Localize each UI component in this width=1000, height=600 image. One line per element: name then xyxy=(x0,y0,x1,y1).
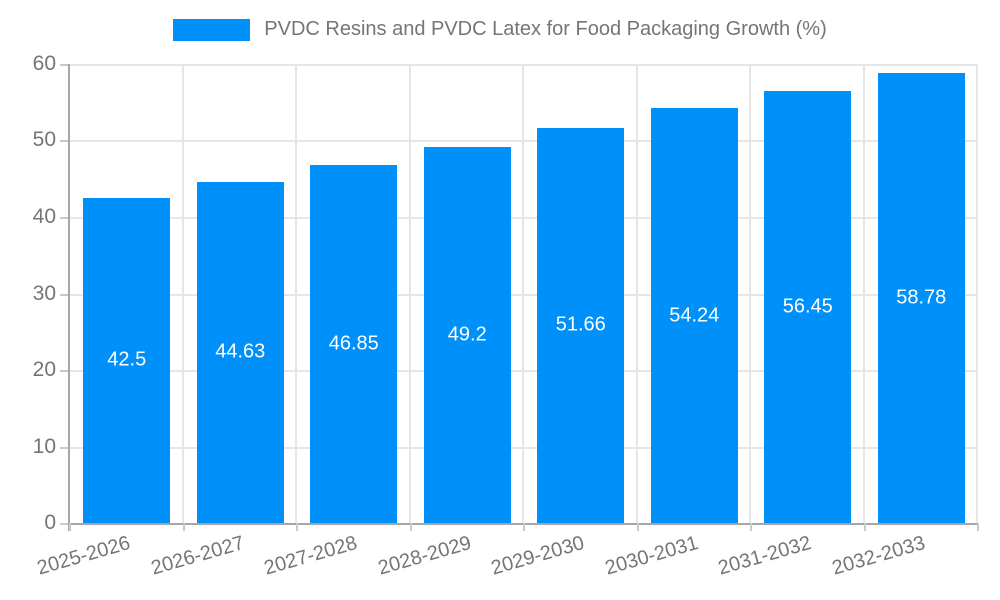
y-tick xyxy=(60,140,68,143)
x-tick-label: 2029-2030 xyxy=(488,532,587,580)
x-tick xyxy=(296,523,298,531)
bar: 42.5 xyxy=(83,197,171,523)
h-gridline xyxy=(70,64,978,66)
x-tick-label: 2032-2033 xyxy=(829,532,928,580)
bar: 54.24 xyxy=(650,108,738,523)
y-tick-label: 20 xyxy=(32,357,56,381)
h-gridline xyxy=(70,446,978,449)
y-tick xyxy=(60,523,68,525)
y-tick xyxy=(60,216,68,219)
bar: 51.66 xyxy=(537,127,625,523)
x-tick xyxy=(977,523,979,531)
x-tick xyxy=(750,523,752,531)
h-gridline xyxy=(70,369,978,372)
y-tick xyxy=(60,446,68,449)
h-gridline xyxy=(70,216,978,219)
x-tick-label: 2030-2031 xyxy=(602,532,701,580)
h-gridline xyxy=(70,140,978,143)
x-tick xyxy=(636,523,639,531)
v-gridline xyxy=(635,64,638,523)
plot-area: 0 10 20 30 40 50 60 42.5 2025-2026 44.63 2026-2027… xyxy=(33,52,979,580)
v-gridline xyxy=(408,64,411,523)
legend-label: PVDC Resins and PVDC Latex for Food Pack… xyxy=(264,18,827,40)
y-tick xyxy=(60,64,68,66)
x-tick-label: 2028-2029 xyxy=(375,532,474,580)
x-tick xyxy=(523,523,525,531)
h-gridline xyxy=(70,293,978,296)
x-tick xyxy=(863,523,866,531)
bar: 46.85 xyxy=(310,164,398,523)
x-tick-label: 2027-2028 xyxy=(261,532,360,580)
x-tick xyxy=(182,523,185,531)
x-tick-label: 2026-2027 xyxy=(148,532,247,580)
v-gridline xyxy=(749,64,751,523)
legend: PVDC Resins and PVDC Latex for Food Pack… xyxy=(0,18,1000,41)
bar-value-label: 54.24 xyxy=(669,304,720,327)
bar-value-label: 44.63 xyxy=(215,340,266,363)
bar-value-label: 51.66 xyxy=(555,313,606,336)
v-gridline xyxy=(976,64,978,523)
y-tick-label: 50 xyxy=(32,128,56,152)
y-tick xyxy=(60,369,68,372)
y-tick-label: 10 xyxy=(32,434,56,458)
v-gridline xyxy=(295,64,297,523)
x-tick-label: 2025-2026 xyxy=(34,532,133,580)
bar: 58.78 xyxy=(877,73,965,523)
bar: 49.2 xyxy=(423,146,511,523)
bar-value-label: 42.5 xyxy=(107,348,147,371)
y-tick-label: 40 xyxy=(32,204,56,228)
y-tick-label: 60 xyxy=(32,52,56,75)
x-tick-label: 2031-2032 xyxy=(715,532,814,580)
legend-swatch xyxy=(173,18,251,41)
v-gridline xyxy=(522,64,524,523)
y-axis-line xyxy=(68,64,70,531)
x-tick xyxy=(409,523,412,531)
bar-value-label: 56.45 xyxy=(782,295,833,318)
bar-value-label: 46.85 xyxy=(328,332,379,355)
y-tick-label: 30 xyxy=(32,281,56,305)
v-gridline xyxy=(181,64,184,523)
v-gridline xyxy=(862,64,865,523)
bar: 44.63 xyxy=(196,181,284,523)
bar-value-label: 58.78 xyxy=(896,286,947,309)
bar-value-label: 49.2 xyxy=(447,323,487,346)
y-tick xyxy=(60,293,68,296)
y-tick-label: 0 xyxy=(44,511,56,534)
bar: 56.45 xyxy=(764,91,852,523)
x-tick xyxy=(69,523,71,531)
